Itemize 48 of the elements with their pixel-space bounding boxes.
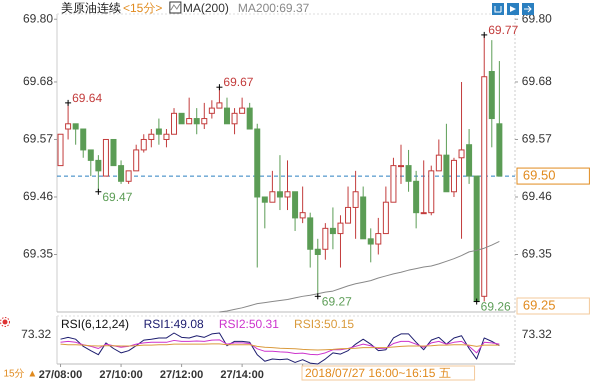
- y-tick-label: 69.46: [22, 189, 54, 204]
- annotation: 69.47: [102, 190, 133, 204]
- candlestick: [178, 112, 185, 124]
- annotation: MA200:69.37: [238, 1, 310, 15]
- ref-line-label: 69.50: [522, 168, 556, 183]
- candlestick: [276, 154, 283, 211]
- y-tick-label: 69.57: [22, 132, 54, 146]
- candlestick: [224, 97, 230, 124]
- candlestick: [420, 160, 427, 214]
- y2-tick-label: 69.68: [522, 74, 552, 88]
- text: 69.25: [522, 297, 556, 312]
- x-tick-label: 27/10:00: [99, 369, 143, 381]
- series-label: RSI1:49.08: [144, 317, 204, 331]
- annotation: 69.67: [223, 75, 254, 90]
- annotation: 69.27: [322, 294, 352, 308]
- y-tick-label: 69.68: [22, 74, 54, 88]
- candlestick: [269, 170, 276, 203]
- legend-label: MA(200): [182, 1, 229, 15]
- series-label: RSI2:50.31: [218, 317, 280, 331]
- chart-title: 美原油连续: [61, 1, 121, 15]
- text: 73.32: [21, 327, 52, 342]
- candlestick: [201, 102, 208, 130]
- candlestick: [194, 108, 200, 135]
- annotation: 69.77: [488, 22, 519, 37]
- y2-tick-label: 69.46: [522, 189, 552, 204]
- text: 73.32: [522, 327, 552, 342]
- y-tick-label: 69.80: [22, 11, 54, 26]
- x-tick-label: 27/14:00: [220, 369, 264, 381]
- x-tick-label: 27/12:00: [160, 369, 204, 381]
- x-tick-label: 27/08:00: [38, 369, 82, 381]
- candlestick: [330, 206, 336, 250]
- text: 15分 ▲: [3, 368, 38, 380]
- candlestick: [300, 186, 306, 224]
- text: 2018/07/27 16:00~16:15 五: [305, 366, 451, 380]
- series-label: RSI3:50.15: [294, 317, 354, 331]
- annotation: 69.64: [72, 90, 102, 105]
- candlestick: [186, 97, 192, 124]
- chart-title: RSI(6,12,24): [61, 317, 130, 331]
- y2-tick-label: 69.35: [522, 246, 552, 261]
- chart-subtitle: <15分>: [123, 1, 162, 15]
- candlestick: [284, 160, 291, 211]
- candlestick: [458, 81, 465, 240]
- annotation: 69.26: [480, 300, 512, 314]
- candlestick: [156, 118, 162, 146]
- candlestick: [322, 222, 328, 260]
- y-tick-label: 69.35: [22, 246, 54, 261]
- candlestick: [262, 196, 268, 229]
- y2-tick-label: 69.57: [522, 132, 552, 146]
